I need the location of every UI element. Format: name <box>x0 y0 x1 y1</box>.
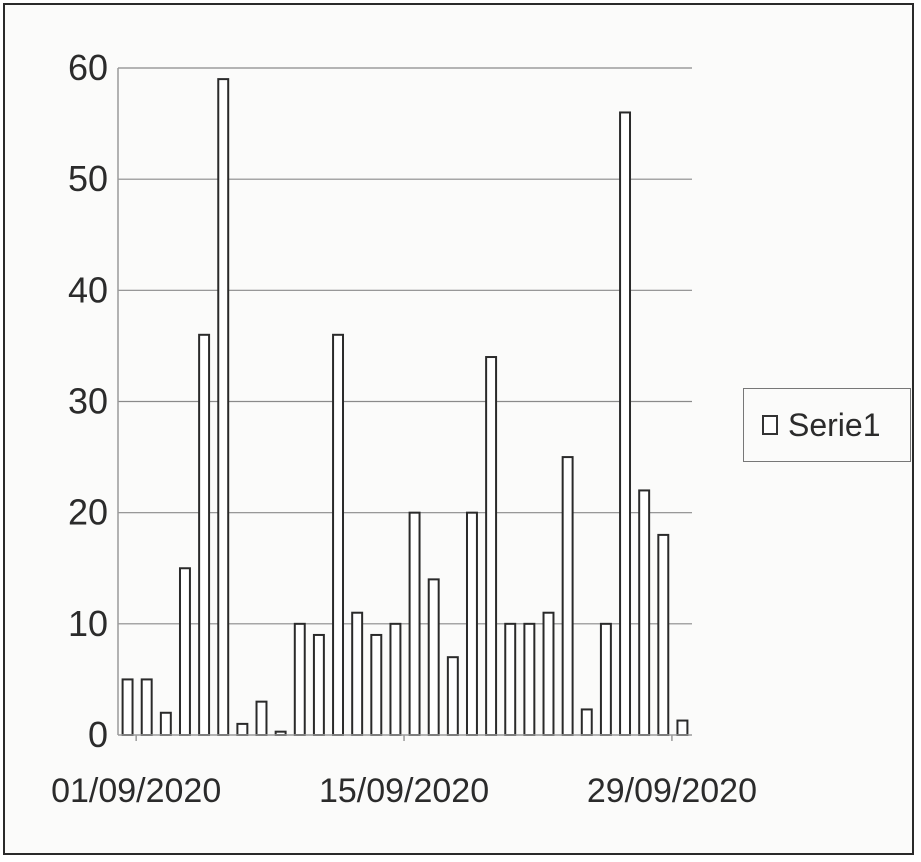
y-tick-label: 60 <box>68 47 108 88</box>
bar <box>198 333 211 736</box>
y-tick-label: 50 <box>68 158 108 199</box>
y-tick-label: 30 <box>68 381 108 422</box>
y-tick-label: 40 <box>68 269 108 310</box>
bar <box>217 78 230 737</box>
bar <box>293 622 306 736</box>
bar <box>312 633 325 737</box>
bar <box>523 622 536 736</box>
x-tick-label: 01/09/2020 <box>51 772 221 810</box>
bar <box>504 622 517 736</box>
legend-swatch <box>762 415 778 435</box>
gridlines <box>118 67 692 625</box>
bar <box>485 356 498 736</box>
bars <box>121 78 689 737</box>
bar <box>599 622 612 736</box>
bar <box>446 656 459 737</box>
y-tick-label: 0 <box>88 714 108 755</box>
bar <box>236 722 249 737</box>
x-tick-label: 29/09/2020 <box>587 772 757 810</box>
x-tick-label: 15/09/2020 <box>319 772 489 810</box>
bar <box>619 111 632 736</box>
bar <box>140 678 153 737</box>
y-tick-label: 20 <box>68 492 108 533</box>
bar <box>121 678 134 737</box>
bar <box>580 708 593 736</box>
legend-label: Serie1 <box>788 406 881 443</box>
bar <box>370 633 383 737</box>
bar <box>159 711 172 736</box>
bar <box>676 719 689 737</box>
y-tick-labels: 0 10 20 30 40 50 60 <box>68 47 108 755</box>
bar <box>638 489 651 736</box>
bar <box>561 456 574 736</box>
bar <box>178 567 191 736</box>
bar <box>657 533 670 737</box>
bar <box>332 333 345 736</box>
legend: Serie1 <box>743 388 911 462</box>
bar <box>255 700 268 737</box>
bar <box>542 611 555 737</box>
bar <box>408 511 421 737</box>
bar <box>351 611 364 737</box>
bar <box>427 578 440 736</box>
bar <box>465 511 478 737</box>
bar <box>389 622 402 736</box>
axes <box>117 68 692 741</box>
x-tick-labels: 01/09/2020 15/09/2020 29/09/2020 <box>51 772 757 810</box>
y-tick-label: 10 <box>68 603 108 644</box>
